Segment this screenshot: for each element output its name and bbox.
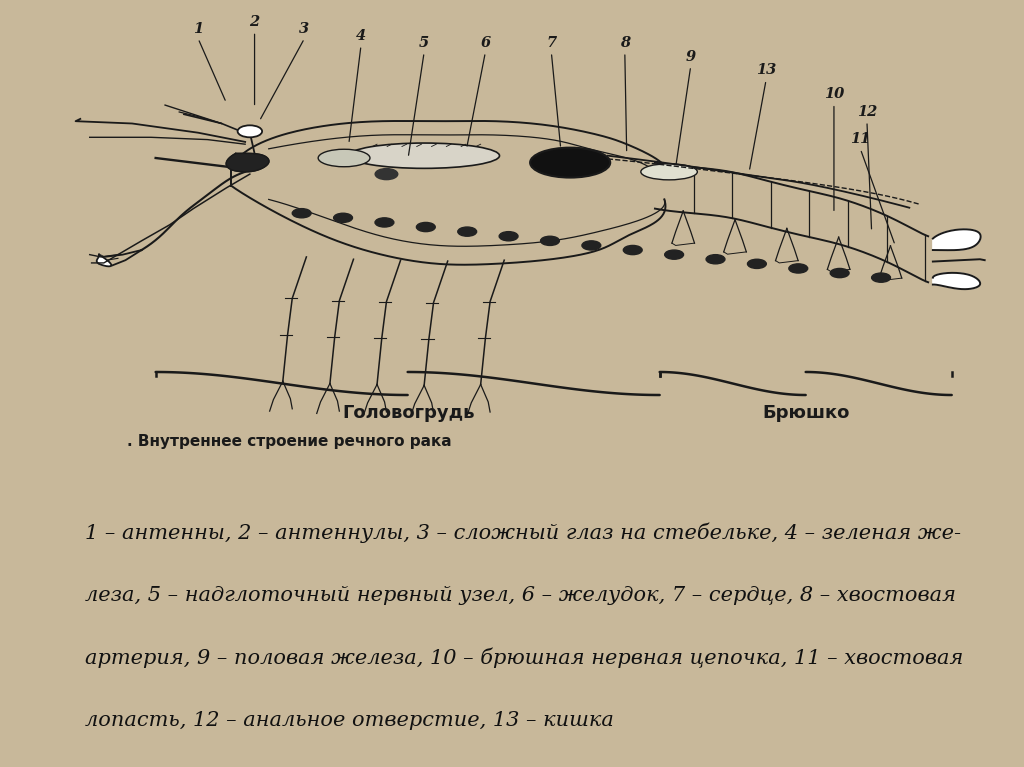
Text: 3: 3 bbox=[299, 22, 309, 36]
Text: артерия, 9 – половая железа, 10 – брюшная нервная цепочка, 11 – хвостовая: артерия, 9 – половая железа, 10 – брюшна… bbox=[85, 647, 964, 668]
Text: 12: 12 bbox=[857, 105, 877, 119]
Text: 13: 13 bbox=[756, 64, 776, 77]
Polygon shape bbox=[96, 255, 112, 266]
Text: 6: 6 bbox=[480, 36, 490, 50]
Text: 10: 10 bbox=[824, 87, 844, 101]
Circle shape bbox=[417, 222, 435, 232]
Text: 11: 11 bbox=[850, 133, 870, 146]
Text: 4: 4 bbox=[356, 29, 367, 43]
Circle shape bbox=[624, 245, 642, 255]
Text: 8: 8 bbox=[620, 36, 630, 50]
Circle shape bbox=[788, 264, 808, 273]
Circle shape bbox=[665, 250, 684, 259]
Text: 1 – антенны, 2 – антеннулы, 3 – сложный глаз на стебельке, 4 – зеленая же-: 1 – антенны, 2 – антеннулы, 3 – сложный … bbox=[85, 522, 961, 543]
Circle shape bbox=[541, 236, 559, 245]
Circle shape bbox=[499, 232, 518, 241]
Ellipse shape bbox=[349, 143, 500, 169]
Text: 7: 7 bbox=[546, 36, 556, 50]
Circle shape bbox=[582, 241, 601, 250]
Circle shape bbox=[375, 169, 397, 179]
Text: леза, 5 – надглоточный нервный узел, 6 – желудок, 7 – сердце, 8 – хвостовая: леза, 5 – надглоточный нервный узел, 6 –… bbox=[85, 586, 956, 604]
Text: Брюшко: Брюшко bbox=[762, 404, 849, 422]
Circle shape bbox=[830, 268, 849, 278]
Circle shape bbox=[748, 259, 766, 268]
Ellipse shape bbox=[318, 150, 370, 166]
Circle shape bbox=[238, 125, 262, 137]
Polygon shape bbox=[226, 153, 269, 172]
Polygon shape bbox=[933, 229, 981, 250]
Text: Головогрудь: Головогрудь bbox=[342, 404, 474, 422]
Text: 9: 9 bbox=[686, 50, 696, 64]
Text: лопасть, 12 – анальное отверстие, 13 – кишка: лопасть, 12 – анальное отверстие, 13 – к… bbox=[85, 711, 613, 730]
Circle shape bbox=[334, 213, 352, 222]
Polygon shape bbox=[933, 273, 980, 289]
Text: 2: 2 bbox=[250, 15, 260, 29]
Text: . Внутреннее строение речного рака: . Внутреннее строение речного рака bbox=[127, 433, 452, 449]
Text: 5: 5 bbox=[419, 36, 429, 50]
Ellipse shape bbox=[641, 164, 697, 180]
Circle shape bbox=[292, 209, 311, 218]
Circle shape bbox=[871, 273, 891, 282]
Text: 1: 1 bbox=[193, 22, 203, 36]
Circle shape bbox=[458, 227, 476, 236]
Ellipse shape bbox=[530, 148, 610, 178]
Circle shape bbox=[375, 218, 394, 227]
Circle shape bbox=[707, 255, 725, 264]
